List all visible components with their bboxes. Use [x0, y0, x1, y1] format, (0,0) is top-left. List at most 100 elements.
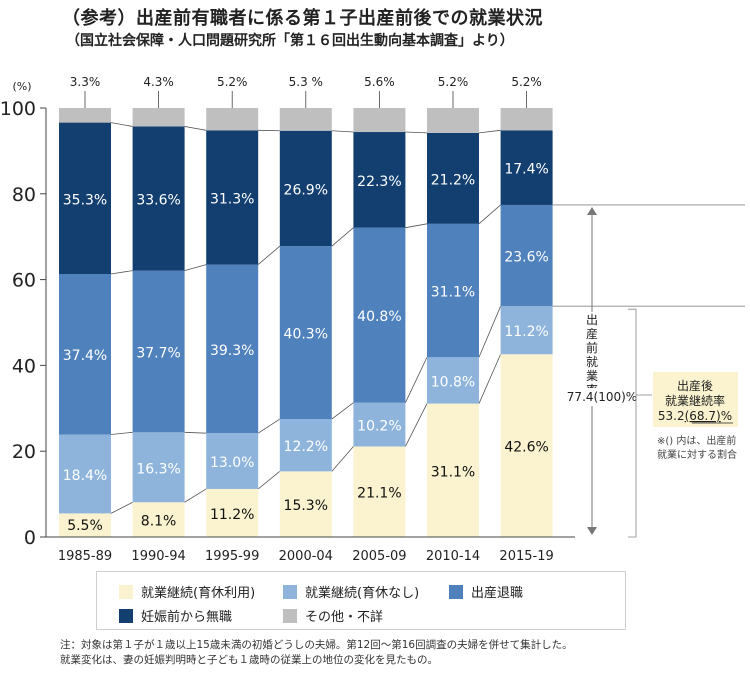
x-tick-label: 1990-94 — [131, 549, 185, 564]
bar-segment — [206, 433, 259, 489]
data-label: 40.8% — [357, 309, 401, 325]
bar-segment — [427, 223, 479, 358]
data-label: 13.0% — [210, 455, 254, 471]
x-tick-label: 2015-19 — [499, 549, 553, 564]
data-label: 8.1% — [141, 514, 177, 530]
series-connector-line — [184, 264, 207, 271]
pre-rate-value-bg — [560, 388, 632, 406]
pre-rate-label-char: 出 — [586, 313, 598, 327]
data-label: 31.3% — [210, 191, 254, 207]
legend-item-ikukyu: 就業継続(育休利用) — [119, 582, 255, 601]
data-label-other: 5.3 % — [289, 75, 323, 89]
bar-segment — [353, 227, 406, 403]
series-connector-line — [405, 403, 428, 447]
x-tick-label: 1995-99 — [205, 549, 259, 564]
bar-segment — [500, 354, 553, 537]
x-tick-label: 2000-04 — [279, 549, 333, 564]
y-tick-label: 40 — [12, 355, 36, 377]
series-connector-line — [110, 501, 133, 514]
data-label: 37.7% — [136, 345, 180, 361]
data-label: 17.4% — [504, 162, 548, 178]
series-connector-line — [184, 431, 207, 434]
continuation-value-unit: % — [721, 409, 732, 423]
legend-label-ikukyu: 就業継続(育休利用) — [141, 586, 256, 601]
continuation-label-1: 出産後 — [677, 378, 713, 393]
x-tick-label: 2005-09 — [352, 549, 406, 564]
data-label: 16.3% — [136, 461, 180, 477]
data-label: 21.1% — [357, 486, 401, 502]
bar-segment — [279, 108, 332, 131]
series-connector-line — [184, 126, 207, 131]
pre-rate-label-char: 就 — [586, 355, 598, 369]
chart-subtitle: （国立社会保障・人口問題研究所「第１６回出生動向基本調査」より） — [66, 33, 514, 49]
legend-swatch-ikukyu — [119, 584, 133, 599]
y-tick-label: 0 — [24, 527, 36, 549]
data-label: 21.2% — [431, 172, 475, 188]
bar-segment — [59, 434, 111, 514]
x-tick-label: 2010-14 — [426, 549, 480, 564]
chart-title: （参考）出産前有職者に係る第１子出産前後での就業状況 — [62, 8, 543, 29]
bar-segment — [279, 246, 332, 420]
series-connector-line — [110, 122, 133, 127]
continuation-value-paren: (68.7) — [685, 409, 721, 423]
annotation-note-2: 就業に対する割合 — [657, 448, 737, 461]
bar-segment — [59, 274, 111, 435]
data-label: 5.5% — [67, 518, 103, 534]
data-label: 26.9% — [284, 182, 328, 198]
data-label-other: 5.2% — [438, 75, 469, 89]
series-connector-line — [331, 446, 354, 472]
series-connector-line — [478, 129, 501, 134]
data-label-other: 5.2% — [511, 75, 542, 89]
data-label-other: 5.2% — [217, 75, 248, 89]
series-connector-line — [331, 227, 354, 247]
pre-rate-label-char: 産 — [586, 326, 598, 341]
bar-segment — [279, 130, 332, 247]
footnote-2: 就業変化は、妻の妊娠判明時と子ども１歳時の従業上の地位の変化を見たもの。 — [60, 654, 438, 666]
data-label: 22.3% — [357, 174, 401, 190]
legend-swatch-other — [283, 608, 297, 623]
legend-item-mushoku: 妊娠前から無職 — [119, 606, 232, 625]
bar-segment — [132, 270, 185, 433]
x-tick-label: 1985-89 — [58, 549, 112, 564]
series-connector-line — [257, 471, 281, 490]
series-connector-line — [257, 418, 281, 434]
legend-item-nashi: 就業継続(育休なし) — [283, 582, 419, 601]
data-label: 11.2% — [504, 324, 548, 340]
bar-segment — [353, 132, 406, 228]
data-label: 11.2% — [210, 507, 254, 523]
legend-label-other: その他・不詳 — [305, 610, 384, 625]
bar-segment — [353, 402, 406, 447]
data-label: 31.1% — [431, 464, 475, 480]
data-label-other: 5.6% — [364, 75, 395, 89]
bar-segment — [132, 432, 185, 503]
series-connector-line — [405, 131, 428, 134]
bar-segment — [427, 108, 479, 133]
series-connector-line — [405, 357, 428, 403]
y-tick-label: 20 — [12, 441, 36, 463]
bar-segment — [500, 204, 553, 307]
data-label: 39.3% — [210, 343, 254, 359]
series-connector-line — [257, 245, 281, 265]
legend: 就業継続(育休利用) 就業継続(育休なし) 出産退職 妊娠前から無職 その他・不… — [96, 571, 626, 630]
y-tick-label: 100 — [0, 98, 36, 120]
pre-rate-label-char: 業 — [586, 369, 598, 383]
continuation-value: 53.2(68.7)% — [658, 409, 732, 423]
footnote-1: 注：対象は第１子が１歳以上15歳未満の初婚どうしの夫婦。第12回～第16回調査の… — [60, 639, 573, 651]
pre-rate-value: 77.4(100)% — [567, 390, 637, 404]
bar-segment — [132, 108, 185, 127]
vertical-label-bg — [580, 312, 604, 386]
bar-segment — [59, 108, 111, 123]
data-label: 33.6% — [136, 193, 180, 209]
continuation-bracket — [628, 308, 637, 538]
bar-segment — [59, 513, 111, 537]
arrow-head-down — [587, 527, 597, 535]
bar-segment — [500, 108, 553, 131]
data-label: 40.3% — [284, 327, 328, 343]
bar-segment — [279, 419, 332, 472]
series-connector-line — [478, 354, 501, 404]
series-connector-line — [331, 402, 354, 420]
bar-segment — [206, 488, 259, 537]
bar-segment — [353, 108, 406, 133]
series-connector-line — [184, 488, 207, 503]
series-connector-line — [405, 223, 428, 229]
